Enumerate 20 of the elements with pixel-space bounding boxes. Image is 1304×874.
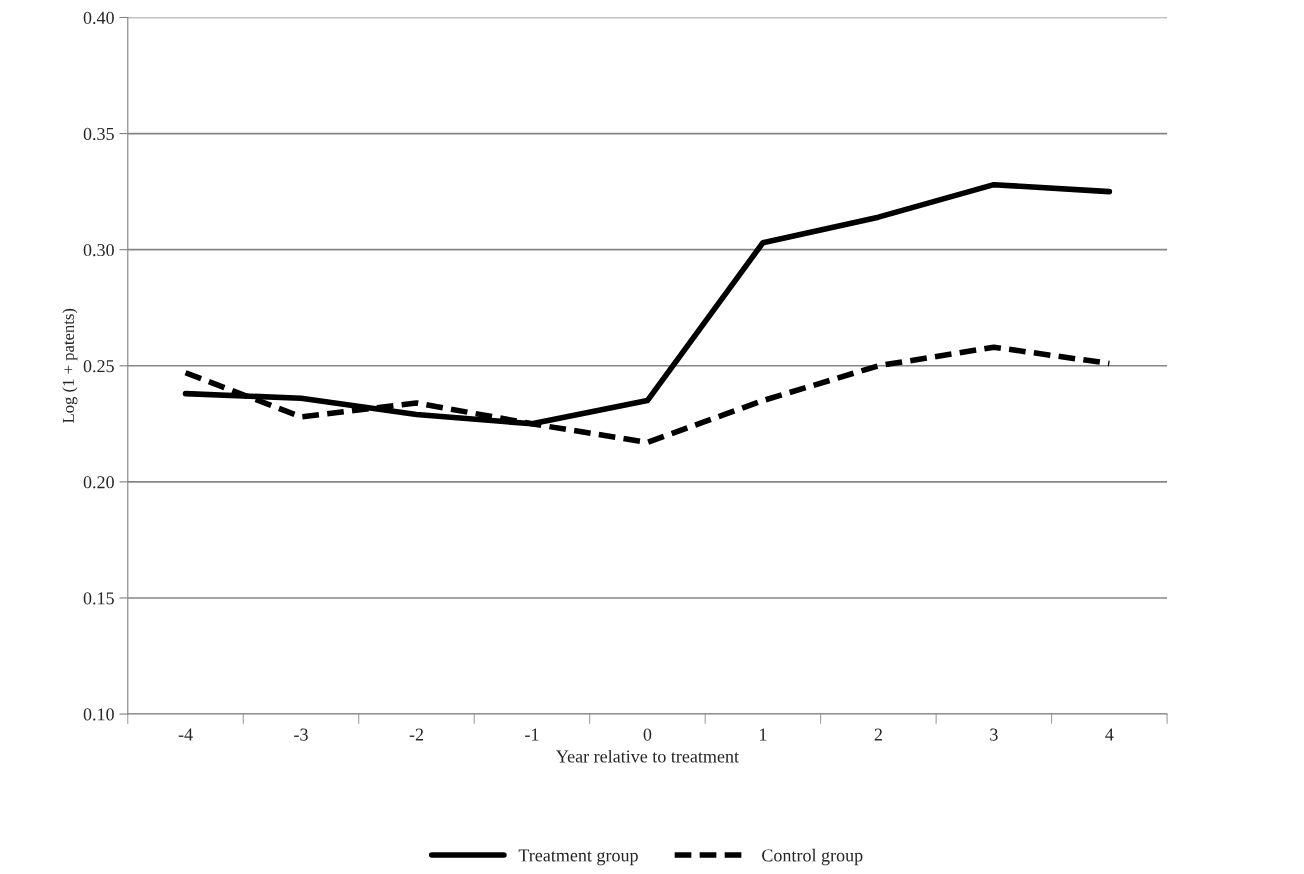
y-tick-label: 0.40 bbox=[83, 11, 114, 24]
x-tick-label: -2 bbox=[409, 728, 424, 741]
x-tick-label: 4 bbox=[1105, 728, 1114, 741]
legend-label: Treatment group bbox=[518, 849, 638, 866]
x-tick-label: 0 bbox=[643, 728, 652, 741]
x-tick-label: 1 bbox=[759, 728, 767, 741]
x-tick-label: -1 bbox=[525, 728, 539, 741]
x-tick-label: -4 bbox=[178, 728, 193, 741]
x-tick-label: 2 bbox=[874, 728, 882, 741]
y-tick-label: 0.10 bbox=[83, 708, 114, 721]
y-tick-label: 0.35 bbox=[83, 127, 114, 141]
y-tick-label: 0.20 bbox=[83, 476, 114, 489]
y-tick-label: 0.15 bbox=[83, 592, 114, 605]
y-tick-label: 0.30 bbox=[83, 243, 114, 257]
x-tick-label: 3 bbox=[990, 728, 998, 741]
y-tick-label: 0.25 bbox=[83, 360, 114, 373]
x-axis-title: Year relative to treatment bbox=[556, 749, 739, 763]
legend-label: Control group bbox=[762, 848, 863, 866]
x-tick-label: -3 bbox=[294, 728, 308, 741]
y-axis-title: Log (1 + patents) bbox=[62, 308, 78, 423]
